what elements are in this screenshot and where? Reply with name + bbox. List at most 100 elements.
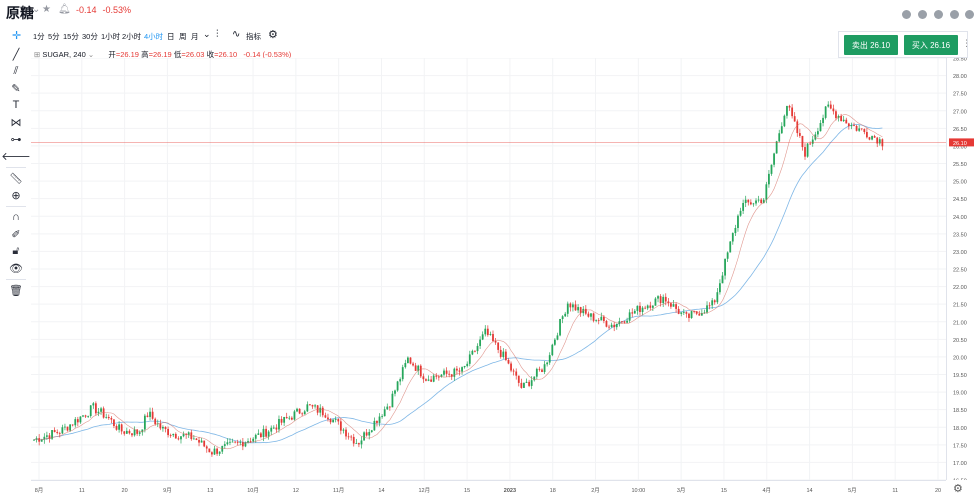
pencil-lock-icon[interactable]: ✐ xyxy=(11,228,21,241)
candle-body xyxy=(484,328,487,335)
candle-body xyxy=(780,126,783,134)
tf-week[interactable]: 周 xyxy=(179,32,187,41)
fib-icon[interactable]: ⫽ xyxy=(13,64,19,77)
time-axis[interactable]: 8月 11 20 9月 13 10月 12 11月 14 12月 15 2023 18 2月 10:00 3月… xyxy=(31,480,946,497)
zoom-in-icon[interactable]: ⊕ xyxy=(11,189,21,202)
candle-body xyxy=(847,123,850,127)
more-icon[interactable]: ⋮ xyxy=(962,38,971,48)
candle-body xyxy=(835,111,837,119)
candle-body xyxy=(414,365,417,371)
eye-icon[interactable]: 👁︎ xyxy=(9,262,23,275)
candle-body xyxy=(391,393,394,408)
trendline-icon[interactable]: ╱ xyxy=(12,48,20,61)
candle-body xyxy=(853,125,855,126)
theme-icon[interactable] xyxy=(902,10,911,19)
legend-close: =26.10 xyxy=(214,50,238,59)
ruler-icon[interactable]: 📏︎ xyxy=(9,172,23,185)
candle-body xyxy=(319,407,322,413)
tf-30m[interactable]: 30分 xyxy=(82,32,98,41)
candle-body xyxy=(690,311,693,318)
candle-body xyxy=(378,416,381,423)
indicators-icon[interactable]: ∿ xyxy=(232,29,241,40)
candle-body xyxy=(136,429,139,434)
candle-body xyxy=(742,202,745,211)
candle-body xyxy=(381,416,384,417)
info-icon[interactable] xyxy=(934,10,943,19)
candle-body xyxy=(873,136,876,138)
legend-change: -0.14 (-0.53%) xyxy=(243,50,292,59)
candle-body xyxy=(350,436,353,438)
candle-type-icon[interactable]: ⫶ xyxy=(216,29,219,40)
legend-toggle-icon[interactable]: ⊞ xyxy=(34,50,41,59)
toolbar-divider xyxy=(6,167,26,168)
candle-body xyxy=(115,426,118,430)
tf-15m[interactable]: 15分 xyxy=(63,32,79,41)
compass-icon[interactable] xyxy=(918,10,927,19)
gear-icon[interactable]: ⚙ xyxy=(953,483,963,495)
candle-body xyxy=(355,443,358,444)
legend-high: =26.19 xyxy=(148,50,172,59)
trash-icon[interactable]: 🗑︎ xyxy=(9,284,23,297)
symbol-title[interactable]: 原糖 xyxy=(6,5,34,21)
price-axis[interactable]: 16.50 17.00 17.50 18.00 18.50 19.00 19.50 20.00… xyxy=(946,50,975,485)
candle-body xyxy=(546,362,549,365)
candle-body xyxy=(342,429,345,431)
time-tick-label: 8月 xyxy=(35,487,44,494)
settings-icon[interactable]: ⚙ xyxy=(268,29,278,41)
candle-body xyxy=(793,116,796,122)
pattern-icon[interactable]: ⋈ xyxy=(10,116,22,129)
tf-day[interactable]: 日 xyxy=(167,32,175,41)
lock-icon[interactable]: 🔓︎ xyxy=(12,244,20,257)
chevron-down-icon[interactable]: ⌄ xyxy=(32,4,41,15)
indicators-button[interactable]: 指标 xyxy=(246,32,261,41)
candle-body xyxy=(806,143,809,157)
candle-body xyxy=(641,307,644,312)
tf-2h[interactable]: 2小时 xyxy=(122,32,142,41)
candle-body xyxy=(817,131,819,135)
candle-body xyxy=(306,404,309,412)
candle-body xyxy=(667,301,670,304)
tf-1m[interactable]: 1分 xyxy=(33,32,45,41)
candle-body xyxy=(497,342,500,350)
candle-body xyxy=(577,307,579,311)
candle-body xyxy=(285,417,288,419)
candle-body xyxy=(755,200,757,204)
prediction-icon[interactable]: ⊶ xyxy=(10,133,22,146)
candle-body xyxy=(510,363,512,371)
legend-symbol[interactable]: SUGAR, 240 xyxy=(42,50,86,59)
candle-body xyxy=(711,300,714,306)
candle-body xyxy=(267,431,270,437)
back-arrow-icon[interactable]: 🡐 xyxy=(1,151,31,163)
candle-body xyxy=(468,354,471,364)
candle-body xyxy=(141,429,144,433)
buy-button[interactable]: 买入 26.16 xyxy=(904,35,958,55)
tf-5m[interactable]: 5分 xyxy=(48,32,60,41)
tf-month[interactable]: 月 xyxy=(191,32,199,41)
candle-body xyxy=(489,334,492,335)
tf-4h[interactable]: 4小时 xyxy=(144,32,164,41)
candle-body xyxy=(579,307,582,314)
candle-body xyxy=(334,419,337,420)
sell-button[interactable]: 卖出 26.10 xyxy=(844,35,898,55)
chart-legend: ⊞ SUGAR, 240 ⌄ 开=26.19 高=26.19 低=26.03 收… xyxy=(34,49,291,61)
text-icon[interactable]: T xyxy=(12,99,20,111)
brush-icon[interactable]: ✎ xyxy=(11,82,21,95)
candle-body xyxy=(631,312,634,314)
candle-body xyxy=(840,116,843,122)
chevron-down-icon[interactable]: ⌄ xyxy=(203,29,211,39)
candle-body xyxy=(216,448,218,454)
help-icon[interactable] xyxy=(950,10,959,19)
chevron-down-icon[interactable]: ⌄ xyxy=(87,50,95,59)
bell-icon[interactable]: 🔔︎ xyxy=(58,4,71,15)
star-icon[interactable]: ★ xyxy=(42,4,51,15)
chart-canvas[interactable] xyxy=(31,58,946,480)
ma-fast-line xyxy=(33,114,883,450)
close-icon[interactable] xyxy=(965,10,974,19)
crosshair-icon[interactable]: ✛ xyxy=(12,30,22,42)
price-chart[interactable] xyxy=(31,58,946,480)
candle-body xyxy=(551,344,554,356)
candle-body xyxy=(783,115,786,127)
tf-1h[interactable]: 1小时 xyxy=(101,32,121,41)
candle-body xyxy=(66,426,69,431)
magnet-icon[interactable]: ∩ xyxy=(12,211,20,223)
